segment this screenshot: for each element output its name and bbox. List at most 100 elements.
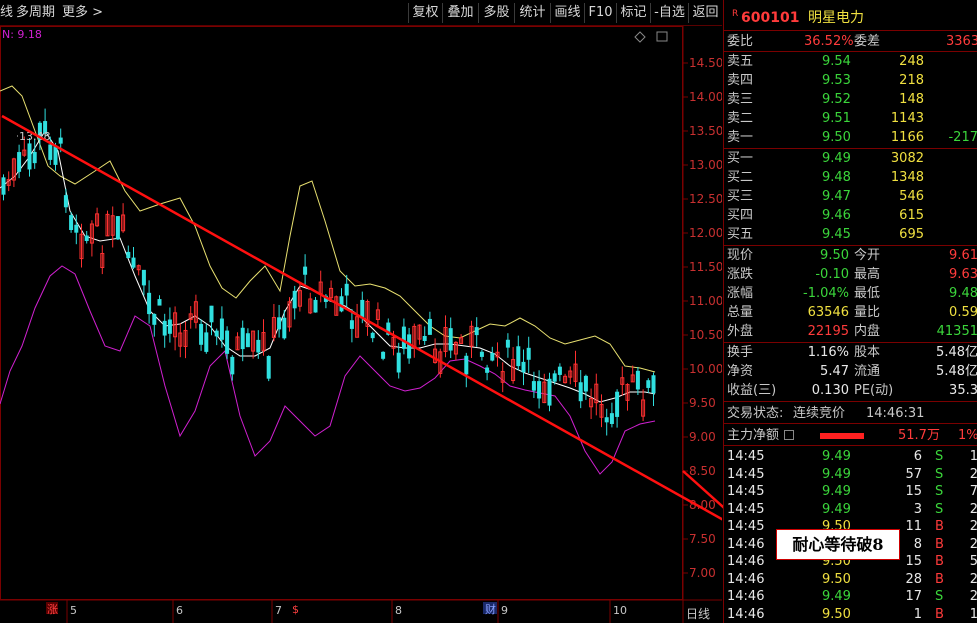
indicator-label: N: 9.18 xyxy=(2,28,42,41)
candlestick-chart[interactable]: N: 9.18 14.50 14.00 13.50 13.00 12.50 12.00 11… xyxy=(0,26,722,623)
chevron-right-icon: > xyxy=(92,5,104,20)
stat-row: 外盘 22195 内盘 41351 xyxy=(724,322,977,341)
fuquan-button[interactable]: 复权 xyxy=(408,3,442,23)
trade-time: 14:46:31 xyxy=(866,406,925,421)
stock-code: 600101 xyxy=(741,10,800,26)
candle-body xyxy=(464,355,469,375)
ask-row: 卖四 9.53 218 xyxy=(724,71,977,90)
back-button[interactable]: 返回 xyxy=(688,3,722,23)
weibi-row: 委比 36.52% 委差 3363 xyxy=(724,32,977,51)
candle-body xyxy=(407,334,412,359)
candle-body xyxy=(625,384,630,401)
candle-body xyxy=(292,290,297,309)
stock-header[interactable]: R 600101 明星电力 xyxy=(724,7,977,29)
ask-row: 卖二 9.51 1143 xyxy=(724,109,977,128)
candle-body xyxy=(630,374,635,383)
more-menu[interactable]: 更多 > xyxy=(62,0,103,26)
candle-body xyxy=(365,301,370,327)
stat-row: 涨跌 -0.10 最高 9.63 xyxy=(724,265,977,284)
candle-body xyxy=(115,216,120,240)
tick-count: 2 xyxy=(969,589,977,604)
tick-count: 7 xyxy=(969,484,977,499)
mark-button[interactable]: 标记 xyxy=(616,3,650,23)
candle-body xyxy=(167,319,172,334)
candle-body xyxy=(511,359,516,382)
chart-toolbar: 线 多周期 更多 > 复权 叠加 多股 统计 画线 F10 标记 -自选 返回 xyxy=(0,0,722,26)
f10-button[interactable]: F10 xyxy=(584,3,616,23)
candle-body xyxy=(615,391,620,417)
self-select-button[interactable]: -自选 xyxy=(650,3,688,23)
multi-stock-button[interactable]: 多股 xyxy=(478,3,514,23)
draw-line-button[interactable]: 画线 xyxy=(550,3,584,23)
tick-time: 14:45 xyxy=(727,501,765,517)
stat-value: 9.50 xyxy=(820,248,849,263)
price-tick-label: 13.50 xyxy=(689,124,722,138)
candle-body xyxy=(443,326,448,352)
candle-body xyxy=(235,336,240,351)
tick-time: 14:45 xyxy=(727,519,765,534)
overlay-button[interactable]: 叠加 xyxy=(442,3,478,23)
candle-body xyxy=(173,312,178,338)
bid-label: 买四 xyxy=(727,208,754,223)
candle-body xyxy=(245,333,250,348)
ask-label: 卖四 xyxy=(727,73,754,88)
quote-panel: R 600101 明星电力 委比 36.52% 委差 3363 卖五 9.54 24… xyxy=(723,0,977,623)
ask-row: 卖五 9.54 248 xyxy=(724,52,977,71)
stat2-label-2: PE(动) xyxy=(854,383,894,398)
candle-body xyxy=(240,327,245,350)
candle-body xyxy=(178,332,183,347)
bid-label: 买一 xyxy=(727,151,754,166)
more-label: 更多 xyxy=(62,5,89,20)
ask-label: 卖五 xyxy=(727,54,754,69)
candle-body xyxy=(370,332,375,339)
ask-label: 卖二 xyxy=(727,111,754,126)
candle-body xyxy=(547,378,552,406)
window-icon[interactable] xyxy=(656,31,668,42)
tick-volume: 15 xyxy=(905,484,922,499)
stat2-value: 1.16% xyxy=(807,345,849,360)
date-tick-label: 6 xyxy=(176,604,183,617)
tick-row: 14:45 9.49 3 S 2 xyxy=(724,500,977,519)
candle-body xyxy=(230,356,235,375)
event-marker-dollar[interactable]: $ xyxy=(292,603,299,616)
candle-body xyxy=(37,122,42,140)
period-label[interactable]: 日线 xyxy=(686,607,710,621)
candle-body xyxy=(1,177,6,195)
date-tick-label: 10 xyxy=(613,604,627,617)
trend-line xyxy=(1,114,722,521)
tick-count: 2 xyxy=(969,571,977,587)
candle-body xyxy=(459,336,464,344)
event-marker-cai[interactable]: 财 xyxy=(485,602,496,616)
candle-body xyxy=(552,373,557,382)
candle-body xyxy=(225,330,230,354)
candle-body xyxy=(635,370,640,390)
tick-time: 14:45 xyxy=(727,466,765,482)
weicha-value: 3363 xyxy=(946,34,977,49)
main-flow-label: 主力净额 xyxy=(727,428,780,443)
tick-volume: 17 xyxy=(905,589,922,604)
bid-label: 买二 xyxy=(727,170,754,185)
candle-body xyxy=(193,301,198,323)
chart-canvas[interactable]: N: 9.18 14.50 14.00 13.50 13.00 12.50 12.00 11… xyxy=(0,26,722,623)
candle-body xyxy=(152,313,157,325)
date-tick-label: 9 xyxy=(501,604,508,617)
tick-count: 2 xyxy=(969,501,977,517)
candle-body xyxy=(204,332,209,352)
candle-body xyxy=(188,313,193,321)
tick-volume: 6 xyxy=(913,449,922,464)
candle-body xyxy=(578,382,583,402)
candle-body xyxy=(396,352,401,373)
main-flow-row[interactable]: 主力净额 51.7万 1% xyxy=(724,426,977,445)
event-marker-zhang[interactable]: 涨 xyxy=(47,603,58,616)
multi-period-menu[interactable]: 多周期 xyxy=(16,5,56,20)
stat-label: 外盘 xyxy=(727,324,754,339)
candle-body xyxy=(266,356,271,379)
date-tick-label: 7 xyxy=(275,604,282,617)
stat2-label: 换手 xyxy=(727,345,754,360)
expand-icon[interactable] xyxy=(634,31,646,43)
main-flow-bar xyxy=(820,433,864,439)
stock-name: 明星电力 xyxy=(808,10,864,26)
statistics-button[interactable]: 统计 xyxy=(514,3,550,23)
line-menu[interactable]: 线 xyxy=(0,5,14,20)
price-tick-label: 11.00 xyxy=(689,294,722,308)
